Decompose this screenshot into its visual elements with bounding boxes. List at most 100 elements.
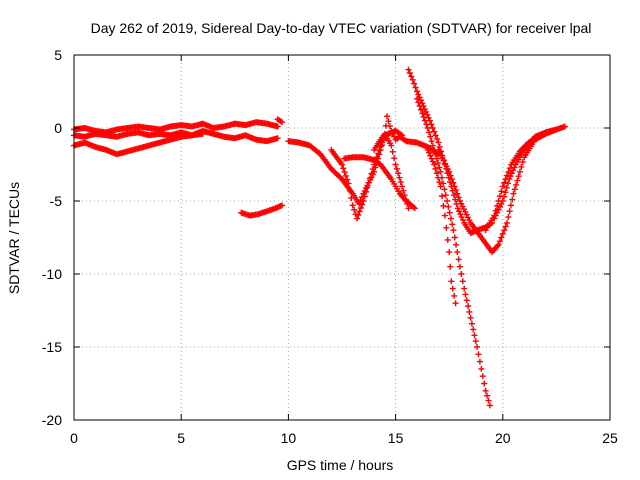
data-point (496, 238, 503, 245)
data-point (454, 205, 461, 212)
data-point (471, 332, 478, 339)
data-point (428, 138, 435, 145)
data-point (454, 190, 461, 197)
data-point (509, 196, 516, 203)
data-point (505, 214, 512, 221)
data-point (461, 285, 468, 292)
data-point (446, 168, 453, 175)
data-point (553, 126, 560, 133)
data-point (466, 308, 473, 315)
data-point (463, 297, 470, 304)
data-point (423, 108, 430, 115)
data-point (447, 215, 454, 222)
data-point (501, 179, 508, 186)
data-point (505, 168, 512, 175)
y-tick-labels: 5 0 -5 -10 -15 -20 (42, 47, 62, 428)
data-point (441, 186, 448, 193)
data-point (491, 212, 498, 219)
data-point (449, 187, 456, 194)
data-point (455, 194, 462, 201)
data-point (432, 132, 439, 139)
data-point (351, 206, 358, 213)
data-point (419, 110, 426, 117)
y-tick-label: -5 (50, 193, 63, 209)
data-point (447, 263, 454, 270)
data-point (415, 99, 422, 106)
data-point (436, 179, 443, 186)
data-point (458, 214, 465, 221)
y-tick-label: -20 (42, 412, 62, 428)
data-point (454, 249, 461, 256)
data-point (405, 205, 412, 212)
data-point (504, 219, 511, 226)
data-point (391, 155, 398, 162)
data-point (507, 202, 514, 209)
data-point (375, 150, 382, 157)
data-point (401, 192, 408, 199)
data-point (435, 160, 442, 167)
data-point (436, 143, 443, 150)
data-point (476, 358, 483, 365)
data-point (450, 227, 457, 234)
data-point (508, 170, 515, 177)
x-axis-label: GPS time / hours (287, 457, 394, 473)
data-point (474, 344, 481, 350)
data-point (446, 209, 453, 216)
data-point (349, 202, 356, 209)
data-point (513, 181, 520, 188)
data-point (414, 88, 421, 95)
data-point (421, 106, 428, 113)
series-track-d (238, 202, 285, 219)
data-point (498, 188, 505, 195)
data-point (426, 129, 433, 136)
data-point (504, 172, 511, 179)
data-point (355, 212, 362, 219)
data-point (510, 190, 517, 197)
plot-frame (73, 54, 611, 421)
data-point (368, 170, 375, 177)
data-point (415, 91, 422, 98)
data-point (416, 103, 423, 110)
data-point (360, 198, 367, 204)
series-track-n (491, 126, 560, 222)
data-point (356, 208, 363, 215)
data-point (437, 183, 444, 190)
data-point (352, 211, 359, 218)
data-point (424, 146, 431, 153)
data-point (433, 155, 440, 162)
data-point (395, 170, 402, 177)
data-point (399, 183, 406, 190)
data-point (425, 114, 432, 121)
data-point (499, 230, 506, 237)
data-point (519, 159, 526, 166)
x-tick-label: 15 (388, 430, 404, 446)
series-track-k (414, 95, 493, 409)
data-point (482, 387, 489, 394)
data-point (453, 241, 460, 248)
data-point (495, 241, 502, 248)
data-point (278, 202, 285, 209)
data-point (494, 202, 501, 209)
data-point (472, 338, 479, 345)
data-point (424, 111, 431, 118)
data-point (342, 172, 349, 179)
data-point (402, 196, 409, 203)
data-point (452, 187, 459, 194)
data-point (278, 119, 285, 126)
data-point (389, 148, 396, 155)
data-point (274, 123, 281, 130)
data-point (444, 236, 451, 243)
data-point (444, 198, 451, 204)
data-point (340, 165, 347, 172)
data-point (411, 205, 418, 212)
data-point (448, 176, 455, 183)
data-point (506, 165, 513, 172)
data-point (467, 314, 474, 321)
data-point (359, 201, 366, 208)
data-point (456, 208, 463, 215)
data-point (515, 173, 522, 180)
series-track-g (328, 127, 406, 222)
data-point (475, 351, 482, 358)
data-point (458, 271, 465, 277)
